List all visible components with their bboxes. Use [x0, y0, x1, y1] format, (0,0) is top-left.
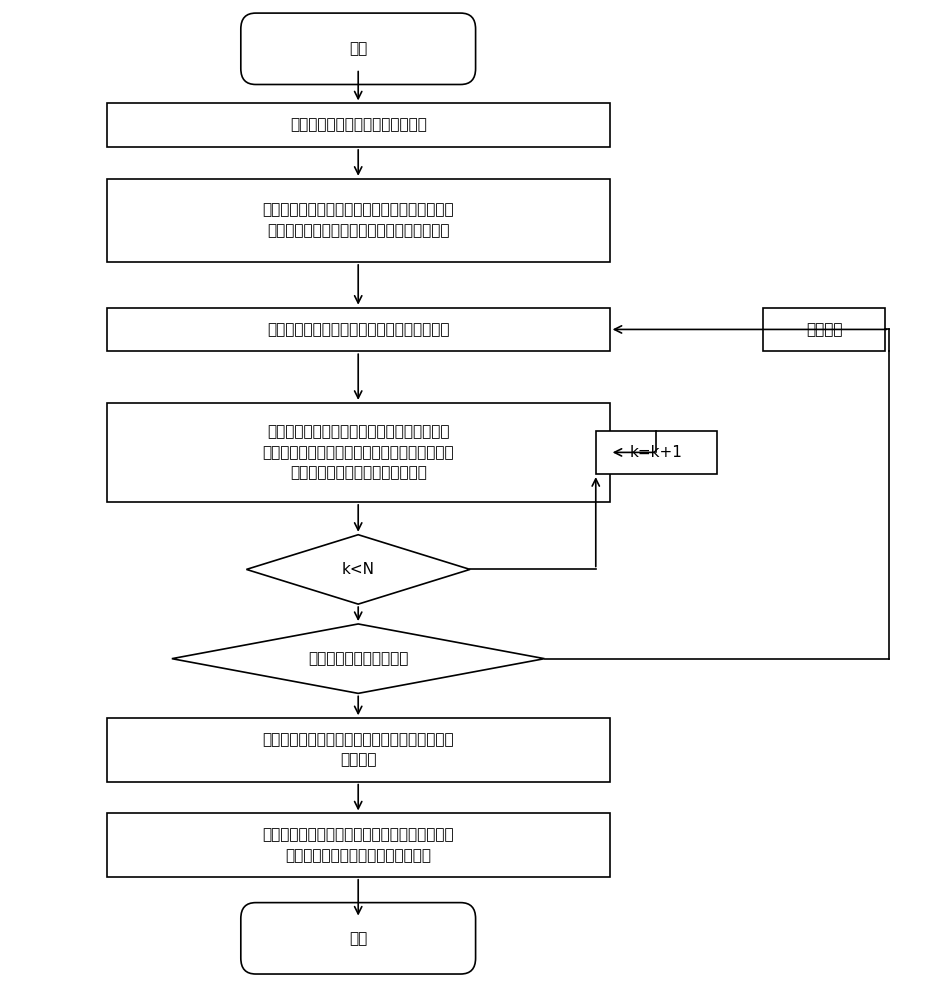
Bar — [106, 179, 610, 262]
Bar — [596, 431, 717, 474]
Bar — [106, 813, 610, 877]
Text: 迭代优化: 迭代优化 — [806, 322, 842, 337]
Bar — [106, 718, 610, 782]
Text: k<N: k<N — [342, 562, 375, 577]
Polygon shape — [172, 624, 544, 693]
Text: 满足最优解收敛判据条件: 满足最优解收敛判据条件 — [308, 651, 408, 666]
Text: 根据当前电流幅度决策变量获得输入电流序列: 根据当前电流幅度决策变量获得输入电流序列 — [267, 322, 449, 337]
Bar — [763, 308, 885, 351]
Text: 结束: 结束 — [349, 931, 368, 946]
Text: 根据最大可行电流和平均端口电压计算电池最大
出力功率: 根据最大可行电流和平均端口电压计算电池最大 出力功率 — [262, 732, 454, 768]
Bar — [106, 103, 610, 147]
Text: 开始: 开始 — [349, 41, 368, 56]
Bar — [106, 403, 610, 502]
Text: 获得电极活性材料表面锂浓度、电极活性材料平
均锂浓度、电极电解质锂浓度、电池温度初值: 获得电极活性材料表面锂浓度、电极活性材料平 均锂浓度、电极电解质锂浓度、电池温度… — [262, 203, 454, 238]
Text: 设定电池环境温度和初始荷电状态: 设定电池环境温度和初始荷电状态 — [290, 118, 427, 133]
Bar — [106, 308, 610, 351]
FancyBboxPatch shape — [241, 13, 476, 84]
Text: k=k+1: k=k+1 — [630, 445, 682, 460]
Polygon shape — [246, 535, 470, 604]
FancyBboxPatch shape — [241, 903, 476, 974]
Text: 调整电池环境温度和初始荷电状态，重复上述步
骤，获得锂离子电池功率出力可行域: 调整电池环境温度和初始荷电状态，重复上述步 骤，获得锂离子电池功率出力可行域 — [262, 827, 454, 863]
Text: 更新参数向量、反应电流强度、电极表面电势
差、电极活性材料锂浓度、电极电解质锂浓度，
计算电池端口电压、能量转化效率: 更新参数向量、反应电流强度、电极表面电势 差、电极活性材料锂浓度、电极电解质锂浓… — [262, 424, 454, 480]
